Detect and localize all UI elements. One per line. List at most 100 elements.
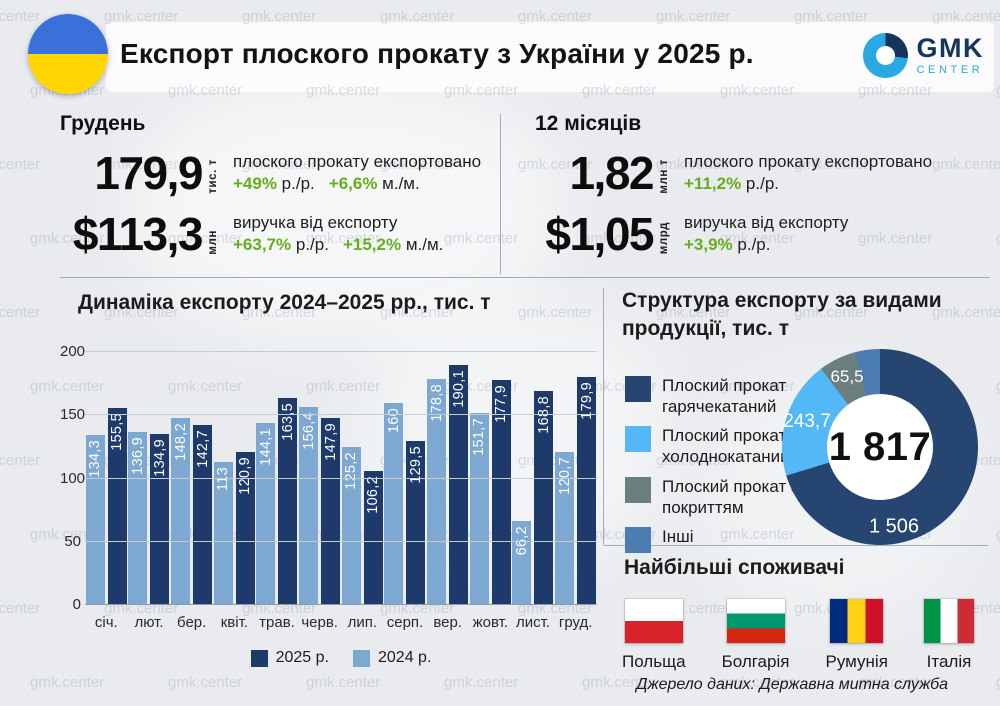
bar-value-label: 113 — [215, 467, 232, 492]
bar-2024-лип.: 125,2 — [341, 446, 361, 605]
bar-2024-квіт.: 113 — [213, 462, 233, 605]
stat-unit: млрд — [658, 222, 670, 255]
bar-group-лип.: 125,2 106,2 — [341, 446, 384, 605]
bar-2024-жовт.: 151,7 — [469, 413, 489, 605]
watermark-text: gmk.center — [0, 304, 41, 321]
bulgaria-flag-icon — [725, 598, 786, 644]
stat-unit: млн — [207, 230, 219, 255]
bar-value-label: 120,7 — [556, 457, 573, 496]
y-tick-0: 0 — [72, 596, 81, 613]
watermark-text: gmk.center — [656, 304, 731, 321]
bar-group-трав.: 144,1 163,5 — [256, 398, 299, 605]
logo-gmk-text: GMK — [916, 33, 984, 63]
donut-legend-item: Інші — [625, 527, 830, 554]
watermark-text: gmk.center — [518, 156, 593, 173]
watermark-text: gmk.center — [0, 8, 41, 25]
x-label-бер.: бер. — [177, 614, 207, 631]
legend-label: 2025 р. — [275, 649, 329, 666]
bar-value-label: 136,9 — [129, 436, 146, 475]
donut-segment-label: 243,7 — [783, 411, 831, 432]
x-label-лип.: лип. — [347, 614, 378, 631]
y-tick-200: 200 — [60, 343, 86, 360]
watermark-text: gmk.center — [0, 600, 41, 617]
consumers-heading: Найбільші споживачі — [624, 556, 845, 579]
flag-blue-stripe — [28, 14, 108, 54]
watermark-text: gmk.center — [444, 674, 519, 691]
divider-horizontal-right — [604, 545, 988, 546]
x-label-серп.: серп. — [386, 614, 424, 631]
bar-chart-plot: 134,3 155,5 136,9 134,9 148,2 142,7 113 120,9 14… — [85, 351, 597, 605]
flag-yellow-stripe — [28, 54, 108, 94]
yoy-change: +3,9% — [684, 235, 733, 255]
stat-description: виручка від експорту +63,7% р./р. +15,2% … — [233, 213, 444, 255]
watermark-text: gmk.center — [794, 156, 869, 173]
watermark-text: gmk.center — [168, 378, 243, 395]
watermark-text: gmk.center — [996, 526, 1000, 543]
donut-legend-label: Плоский прокат холоднокатаний — [662, 426, 790, 467]
stats-december: Грудень 179,9 тис. т плоского прокату ек… — [60, 112, 490, 259]
watermark-text: gmk.center — [168, 230, 243, 247]
bar-2024-бер.: 148,2 — [171, 417, 191, 605]
bar-group-квіт.: 113 120,9 — [213, 452, 256, 605]
donut-chart: 1 817 1 506 243,7 65,5 — [782, 349, 978, 545]
bar-group-серп.: 160 129,5 — [384, 402, 427, 605]
bar-2025-лист.: 168,8 — [534, 391, 554, 605]
bar-group-лист.: 66,2 168,8 — [512, 391, 555, 605]
stat-description: плоского прокату експортовано +49% р./р.… — [233, 151, 482, 194]
bar-value-label: 160 — [385, 407, 402, 433]
donut-legend-label: Плоский прокат з покриттям — [662, 476, 799, 517]
stat-row-export-revenue: $1,05 млрд виручка від експорту +3,9% р.… — [535, 210, 987, 259]
x-label-черв.: черв. — [301, 614, 338, 631]
bar-value-label: 190,1 — [450, 369, 467, 408]
gridline-0 — [85, 604, 597, 605]
watermark-text: gmk.center — [380, 8, 455, 25]
x-label-вер.: вер. — [433, 614, 462, 631]
watermark-text: gmk.center — [242, 304, 317, 321]
watermark-text: gmk.center — [0, 452, 41, 469]
gmk-center-logo: GMK CENTER — [862, 33, 985, 78]
yoy-change: +11,2% — [684, 174, 742, 194]
bar-value-label: 178,8 — [428, 383, 445, 422]
bar-value-label: 134,9 — [151, 439, 168, 478]
stat-value: $113,3 — [72, 208, 204, 261]
bar-group-бер.: 148,2 142,7 — [170, 417, 213, 605]
bar-value-label: 151,7 — [471, 418, 488, 456]
watermark-text: gmk.center — [30, 526, 105, 543]
stats-12-months: 12 місяців 1,82 млн т плоского прокату е… — [535, 112, 987, 259]
donut-chart-title: Структура експорту за видами продукції, … — [622, 289, 942, 341]
bar-2024-вер.: 178,8 — [427, 378, 447, 605]
stats-december-heading: Грудень — [60, 112, 146, 135]
bar-2025-січ.: 155,5 — [107, 408, 127, 605]
bar-chart-title: Динаміка експорту 2024–2025 рр., тис. т — [78, 291, 491, 314]
bar-group-жовт.: 151,7 177,9 — [469, 379, 512, 605]
ukraine-map-watermark — [130, 80, 560, 340]
consumer-name: Болгарія — [721, 652, 790, 671]
y-tick-150: 150 — [60, 406, 86, 424]
watermark-text: gmk.center — [996, 230, 1000, 247]
watermark-text: gmk.center — [168, 674, 243, 691]
x-label-квіт.: квіт. — [220, 614, 248, 631]
stat-unit: тис. т — [207, 158, 219, 194]
bar-value-label: 120,9 — [237, 457, 254, 495]
watermark-text: gmk.center — [656, 8, 731, 25]
watermark-text: gmk.center — [306, 230, 381, 247]
bar-group-січ.: 134,3 155,5 — [85, 408, 128, 605]
watermark-text: gmk.center — [932, 156, 1000, 173]
bar-value-label: 148,2 — [172, 422, 189, 461]
legend-item-2024 р.: 2024 р. — [353, 649, 431, 667]
x-label-січ.: січ. — [94, 614, 118, 631]
watermark-text: gmk.center — [582, 674, 657, 691]
watermark-text: gmk.center — [720, 674, 795, 691]
bar-2024-серп.: 160 — [384, 402, 404, 605]
bar-2024-трав.: 144,1 — [256, 422, 276, 605]
watermark-text: gmk.center — [858, 674, 933, 691]
watermark-text: gmk.center — [242, 8, 317, 25]
data-source-note: Джерело даних: Державна митна служба — [636, 676, 948, 693]
legend-label: 2024 р. — [378, 649, 432, 666]
bar-group-черв.: 156,4 147,9 — [298, 407, 341, 605]
watermark-text: gmk.center — [720, 82, 795, 99]
donut-legend-swatch-icon — [625, 476, 651, 503]
watermark-text: gmk.center — [104, 304, 179, 321]
bar-2025-черв.: 147,9 — [321, 417, 341, 605]
stat-row-export-volume: 1,82 млн т плоского прокату експортовано… — [535, 149, 987, 198]
